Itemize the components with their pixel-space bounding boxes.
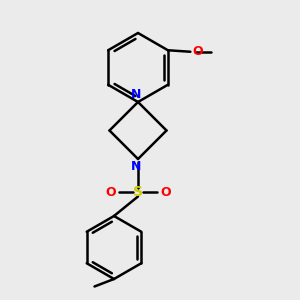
Text: S: S [133,185,143,199]
Text: O: O [160,185,171,199]
Text: O: O [105,185,116,199]
Text: O: O [192,45,202,58]
Text: N: N [130,160,141,173]
Text: N: N [130,88,141,101]
